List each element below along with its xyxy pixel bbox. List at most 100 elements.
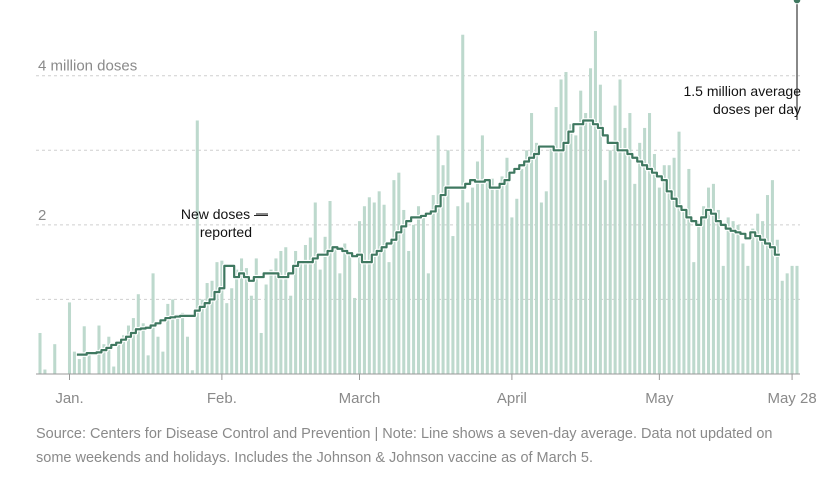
dose-bar — [795, 265, 799, 374]
dose-bar — [348, 253, 352, 374]
dose-bar — [244, 268, 248, 374]
dose-bar — [520, 168, 524, 374]
dose-bar — [549, 146, 553, 374]
x-tick-label: April — [497, 390, 527, 407]
dose-bar — [136, 294, 140, 374]
dose-bar — [294, 250, 298, 374]
dose-bar — [343, 243, 347, 374]
dose-bar — [200, 299, 204, 374]
dose-bar — [141, 323, 145, 374]
dose-bar — [751, 228, 755, 374]
dose-bar — [716, 209, 720, 374]
dose-bar — [161, 351, 165, 374]
y-tick-label: 4 million doses — [38, 58, 137, 75]
dose-bar — [697, 221, 701, 374]
dose-bar — [171, 299, 175, 374]
endpoint-label-line1: 1.5 million average — [683, 83, 801, 99]
dose-bar — [687, 168, 691, 374]
endpoint-label-line2: doses per day — [713, 101, 801, 117]
dose-bar — [746, 265, 750, 374]
dose-bar — [122, 335, 126, 374]
series-label-line1: New doses — — [181, 206, 268, 222]
dose-bar — [397, 172, 401, 374]
dose-bar — [353, 297, 357, 374]
dose-bar — [672, 157, 676, 374]
y-axis-labels: 4 million doses 2 — [38, 58, 137, 224]
dose-bar — [38, 332, 42, 374]
dose-bar — [500, 176, 504, 374]
dose-bar — [220, 260, 224, 374]
dose-bar — [318, 269, 322, 374]
dose-bar — [559, 79, 563, 374]
dose-bar — [87, 351, 91, 374]
dose-bar — [702, 206, 706, 374]
dose-bar — [613, 105, 617, 374]
dose-bar — [53, 344, 57, 374]
dose-bar — [643, 127, 647, 374]
dose-bar — [554, 107, 558, 374]
dose-bar — [112, 366, 116, 374]
dose-bar — [564, 72, 568, 375]
dose-bar — [313, 202, 317, 374]
dose-bar — [117, 340, 121, 374]
dose-bar — [269, 269, 273, 374]
dose-bar — [667, 165, 671, 374]
x-axis: Jan. Feb. March April May May 28 — [36, 373, 817, 407]
dose-bar — [377, 191, 381, 374]
endpoint-dot — [792, 0, 802, 5]
dose-bar — [230, 288, 234, 374]
dose-bar — [623, 127, 627, 374]
dose-bar — [387, 262, 391, 374]
dose-bar — [215, 262, 219, 374]
dose-bar — [765, 195, 770, 374]
dose-bar — [402, 209, 406, 374]
x-tick-label: May — [645, 390, 674, 407]
dose-bar — [515, 198, 519, 374]
dose-bar — [102, 344, 106, 374]
dose-bar — [648, 113, 652, 375]
dose-bar — [731, 221, 735, 374]
dose-bar — [466, 202, 470, 374]
dose-bar — [441, 165, 445, 374]
dose-bar — [525, 150, 529, 374]
dose-bar — [662, 165, 666, 374]
dose-bar — [43, 369, 47, 374]
dose-bar — [126, 325, 131, 374]
dose-bar — [372, 202, 376, 374]
dose-bar — [638, 142, 642, 374]
dose-bar — [97, 325, 101, 374]
dose-bar — [431, 195, 435, 374]
dose-bar — [392, 180, 396, 374]
dose-bar — [235, 269, 239, 374]
dose-bar — [323, 236, 327, 374]
dose-bar — [584, 113, 588, 375]
dose-bar — [461, 34, 465, 374]
dose-bar — [72, 351, 76, 374]
dose-bar — [412, 224, 416, 374]
dose-bar — [574, 135, 578, 374]
dose-bar — [210, 280, 214, 374]
y-tick-label: 2 — [38, 207, 46, 224]
dose-bar — [510, 217, 514, 374]
dose-bar — [711, 183, 715, 374]
dose-bar — [446, 150, 450, 374]
dose-bar — [338, 273, 342, 374]
dose-bar — [756, 213, 760, 374]
dose-bar — [480, 135, 484, 374]
dose-bar — [254, 258, 258, 374]
dose-bar — [451, 236, 455, 374]
dose-bar — [284, 247, 288, 374]
dose-bar — [185, 336, 189, 374]
dose-bar — [279, 250, 283, 374]
dose-bar — [299, 262, 303, 374]
dose-bar — [780, 280, 784, 374]
daily-dose-bars — [38, 31, 799, 375]
dose-bar — [107, 336, 111, 374]
dose-bar — [67, 302, 72, 374]
dose-bar — [416, 206, 421, 374]
dose-bar — [426, 273, 430, 374]
dose-bar — [505, 157, 509, 374]
dose-bar — [421, 217, 425, 374]
dose-bar — [407, 250, 411, 374]
